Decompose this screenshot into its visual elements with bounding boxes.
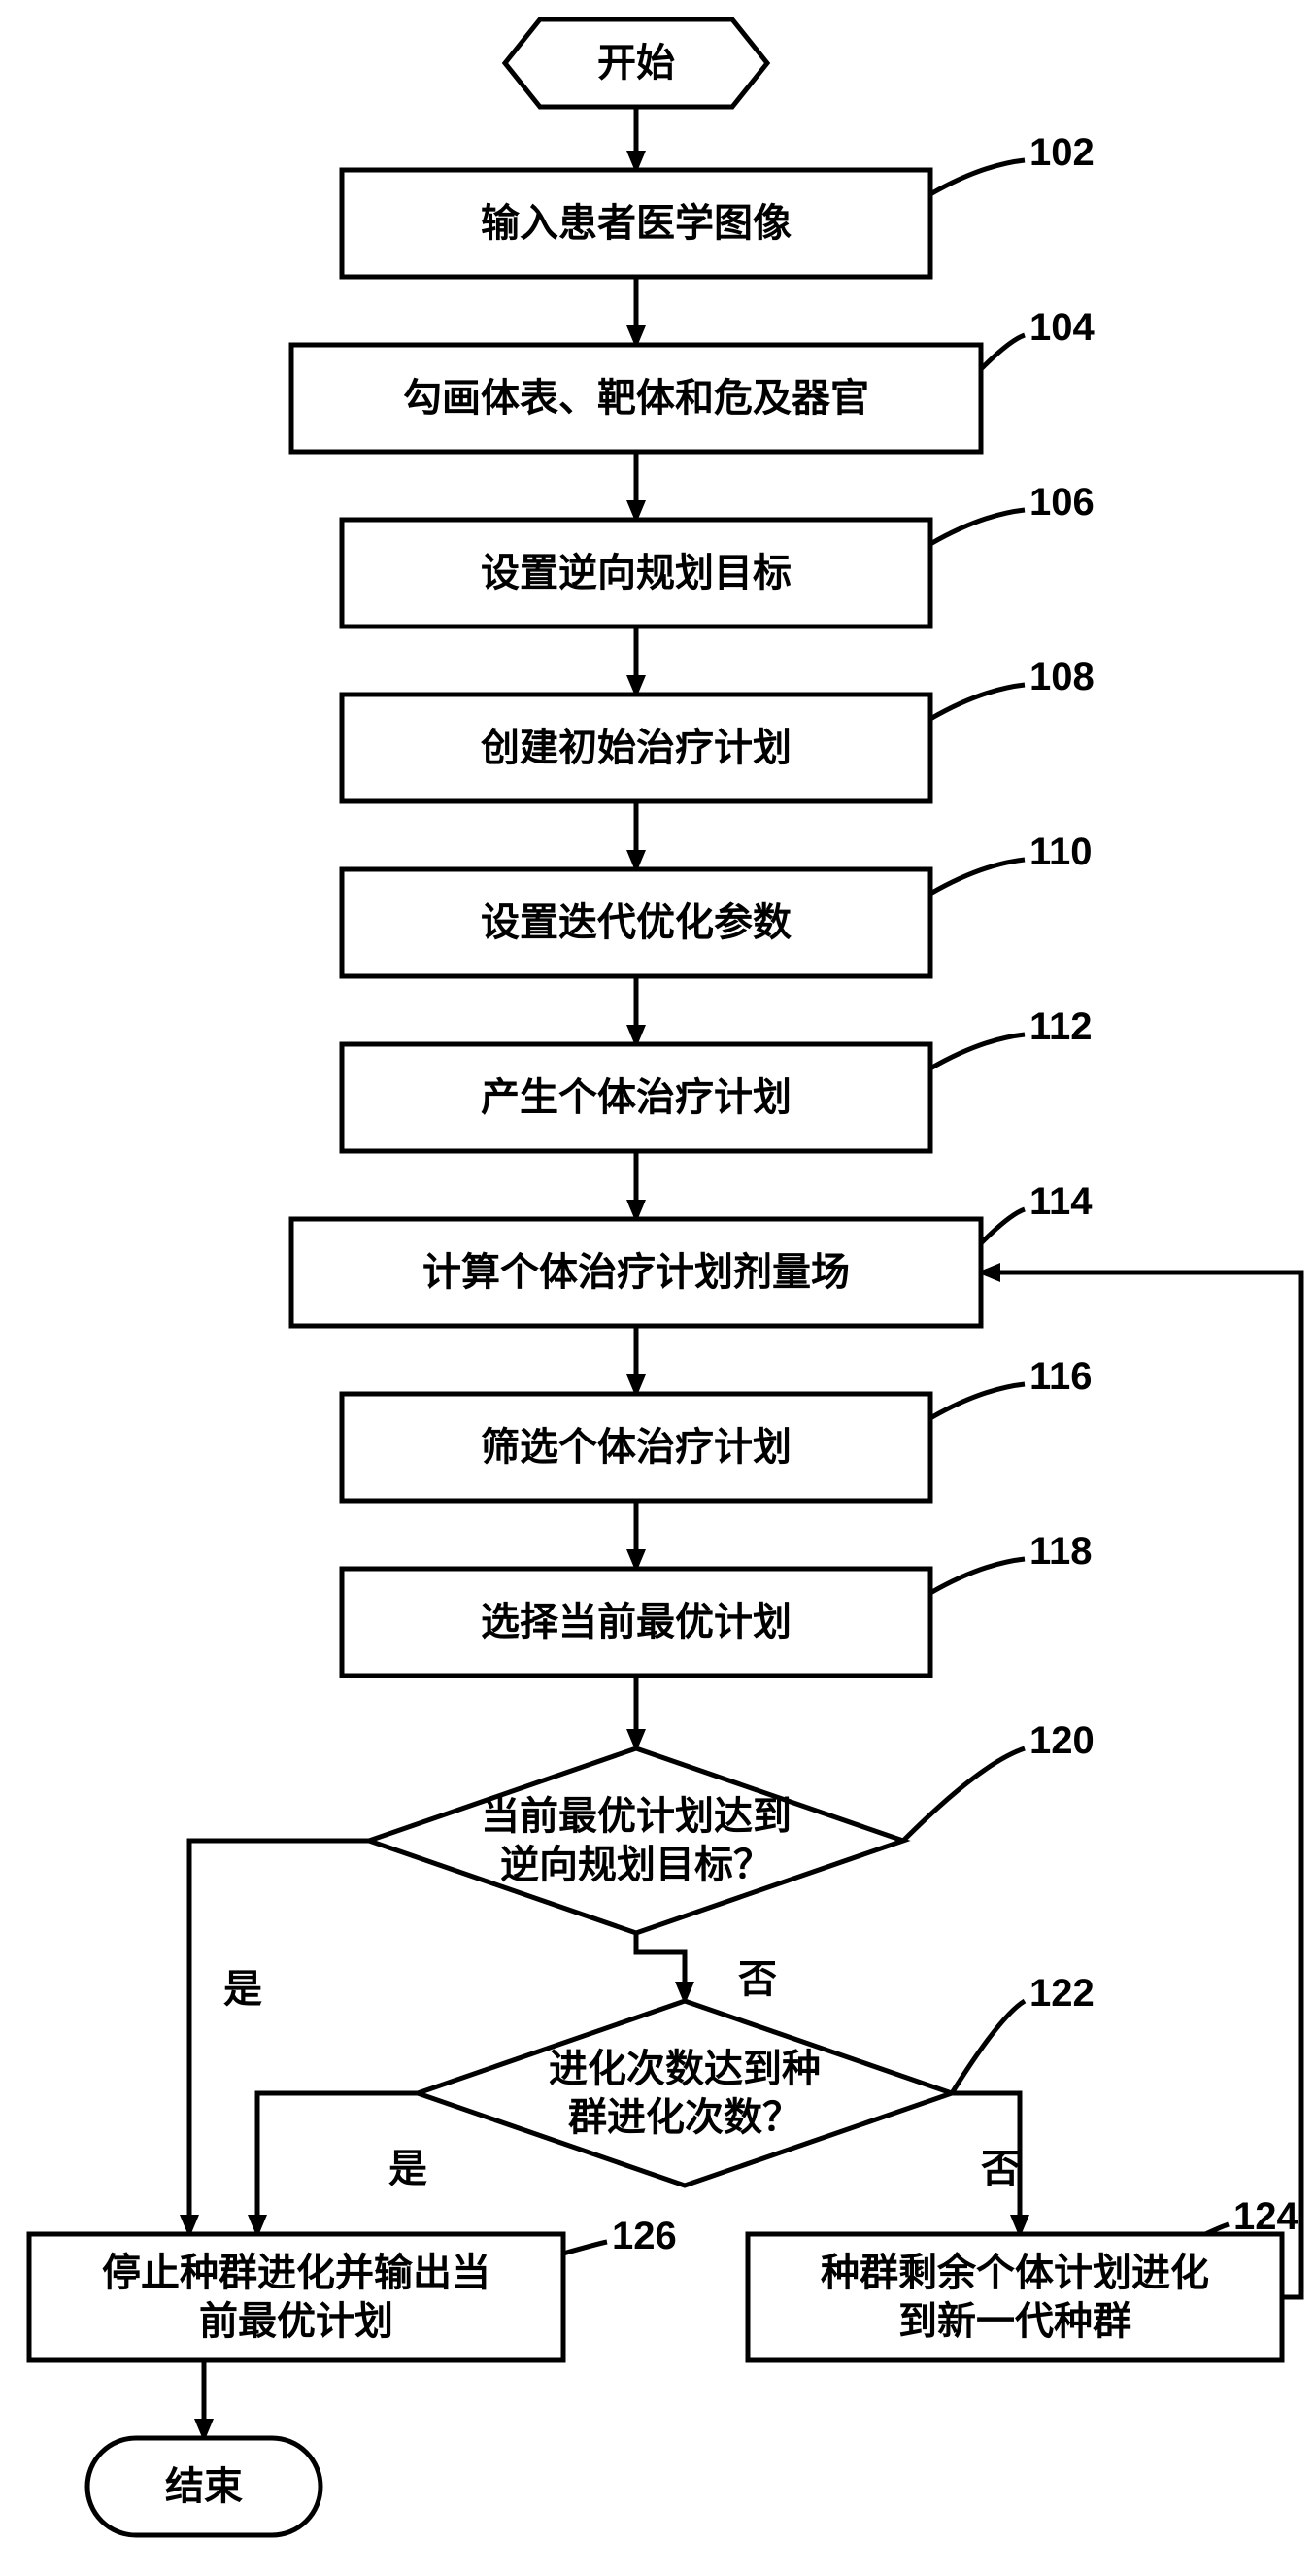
leader-106 <box>930 510 1025 544</box>
step-number-l118: 118 <box>1029 1530 1093 1574</box>
node-n104: 勾画体表、靶体和危及器官 <box>291 345 981 452</box>
leader-108 <box>930 685 1025 719</box>
step-number-l122: 122 <box>1029 1972 1095 2016</box>
node-d122: 进化次数达到种 群进化次数？ <box>418 2001 952 2186</box>
node-end: 结束 <box>87 2438 320 2535</box>
step-number-l106: 106 <box>1029 481 1095 525</box>
branch-label-b122y: 是 <box>388 2137 427 2193</box>
arrow-120yes-126 <box>189 1841 369 2234</box>
branch-label-b120y: 是 <box>223 1957 262 2014</box>
arrow-124-114 <box>981 1272 1301 2297</box>
step-number-l104: 104 <box>1029 306 1095 350</box>
node-d120: 当前最优计划达到 逆向规划目标？ <box>369 1748 903 1933</box>
node-n108: 创建初始治疗计划 <box>342 695 930 801</box>
node-n114: 计算个体治疗计划剂量场 <box>291 1219 981 1326</box>
step-number-l108: 108 <box>1029 656 1095 699</box>
step-number-l110: 110 <box>1029 830 1093 874</box>
step-number-l126: 126 <box>612 2215 677 2258</box>
arrow-120-122 <box>636 1933 685 2001</box>
node-n116: 筛选个体治疗计划 <box>342 1394 930 1501</box>
node-n112: 产生个体治疗计划 <box>342 1044 930 1151</box>
branch-label-b122n: 否 <box>981 2137 1020 2193</box>
step-number-l124: 124 <box>1233 2195 1298 2239</box>
node-n118: 选择当前最优计划 <box>342 1569 930 1676</box>
node-n126: 停止种群进化并输出当 前最优计划 <box>29 2234 563 2360</box>
leader-102 <box>930 160 1025 194</box>
node-n102: 输入患者医学图像 <box>342 170 930 277</box>
node-n106: 设置逆向规划目标 <box>342 520 930 627</box>
step-number-l102: 102 <box>1029 131 1095 175</box>
step-number-l116: 116 <box>1029 1355 1093 1399</box>
step-number-l120: 120 <box>1029 1719 1095 1763</box>
branch-label-b120n: 否 <box>738 1948 777 2004</box>
leader-118 <box>930 1559 1025 1593</box>
node-n110: 设置迭代优化参数 <box>342 869 930 976</box>
leader-122 <box>952 2001 1025 2093</box>
leader-120 <box>903 1748 1025 1841</box>
step-number-l114: 114 <box>1029 1180 1093 1224</box>
leader-116 <box>930 1384 1025 1418</box>
node-start: 开始 <box>505 19 767 107</box>
leader-126 <box>563 2242 607 2254</box>
leader-112 <box>930 1034 1025 1068</box>
leader-114 <box>981 1209 1025 1243</box>
step-number-l112: 112 <box>1029 1005 1093 1049</box>
flowchart-canvas: 开始输入患者医学图像勾画体表、靶体和危及器官设置逆向规划目标创建初始治疗计划设置… <box>0 0 1315 2576</box>
leader-104 <box>981 335 1025 369</box>
leader-110 <box>930 860 1025 894</box>
node-n124: 种群剩余个体计划进化 到新一代种群 <box>748 2234 1282 2360</box>
